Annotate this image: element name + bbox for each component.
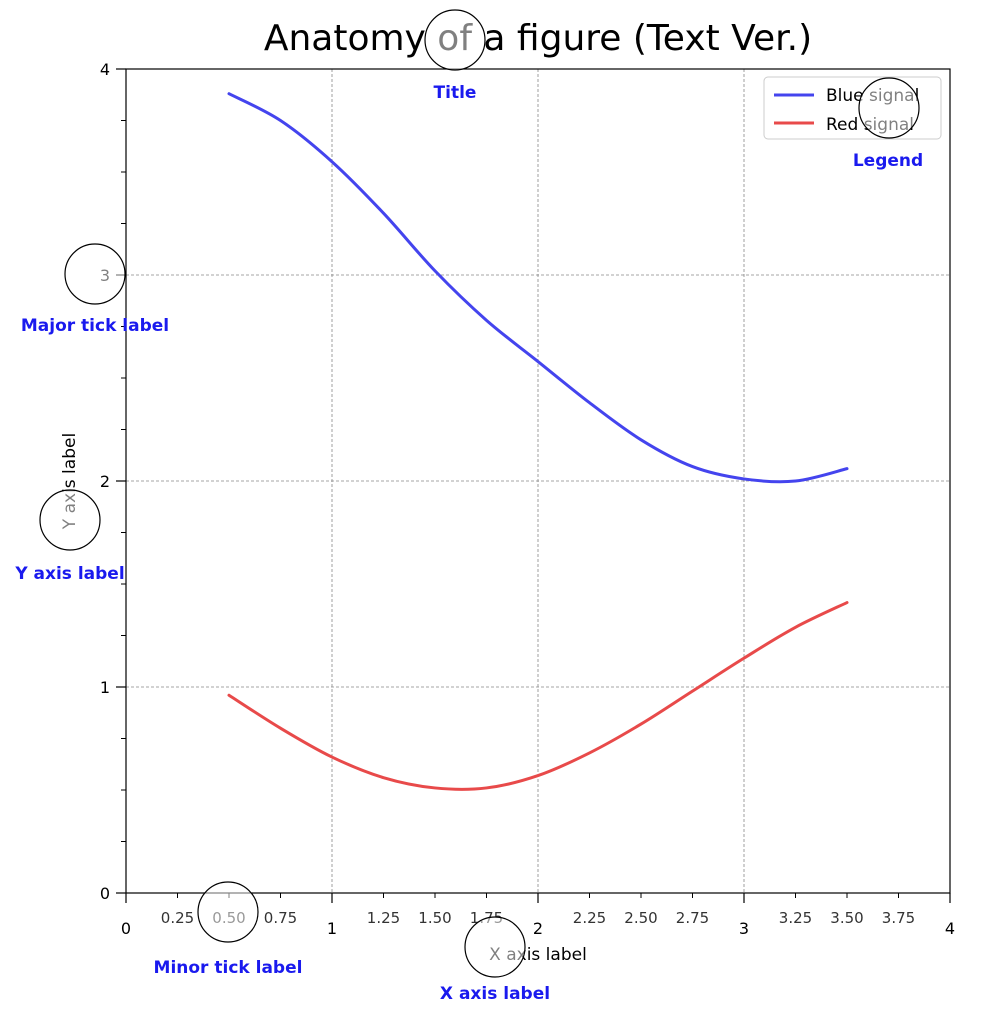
annotation-circles	[39, 9, 920, 978]
series-lines	[227, 92, 849, 791]
y-major-tick-label: 2	[100, 472, 110, 491]
x-major-tick-label: 4	[945, 919, 955, 938]
blue-signal-line	[227, 92, 849, 484]
y-major-tick-label: 4	[100, 60, 110, 79]
chart-title: Anatomy of a figure (Text Ver.)	[264, 18, 812, 59]
x-major-tick-label: 1	[327, 919, 337, 938]
axis-ticks: 012340.250.500.751.251.501.752.252.502.7…	[100, 60, 955, 938]
x-minor-tick-label: 3.25	[779, 909, 812, 927]
major-tick-annotation-label: Major tick label	[21, 316, 169, 336]
y-label-annotation-circle	[39, 489, 101, 551]
title-annotation-label: Title	[434, 83, 477, 103]
x-minor-tick-label: 2.25	[573, 909, 606, 927]
x-minor-tick-label: 1.25	[367, 909, 400, 927]
y-major-tick-label: 0	[100, 884, 110, 903]
x-minor-tick-label: 2.75	[676, 909, 709, 927]
minor-tick-annotation-circle	[197, 881, 259, 943]
legend-annotation-label: Legend	[853, 151, 923, 171]
x-minor-tick-label: 0.25	[161, 909, 194, 927]
red-signal-line	[227, 601, 849, 791]
x-minor-tick-label: 3.50	[830, 909, 863, 927]
y-label-annotation-label: Y axis label	[14, 564, 124, 584]
x-minor-tick-label: 0.75	[264, 909, 297, 927]
annotation-labels: Title Legend Major tick label Y axis lab…	[14, 83, 923, 1004]
minor-tick-annotation-label: Minor tick label	[154, 958, 303, 978]
x-minor-tick-label: 1.50	[418, 909, 451, 927]
legend-annotation-circle	[858, 77, 920, 139]
x-major-tick-label: 0	[121, 919, 131, 938]
y-major-tick-label: 1	[100, 678, 110, 697]
x-label-annotation-circle	[464, 916, 526, 978]
x-major-tick-label: 3	[739, 919, 749, 938]
major-tick-annotation-circle	[64, 243, 126, 305]
x-minor-tick-label: 3.75	[882, 909, 915, 927]
title-annotation-circle	[424, 9, 486, 71]
x-minor-tick-label: 2.50	[624, 909, 657, 927]
x-label-annotation-label: X axis label	[440, 984, 550, 1004]
grid-lines	[126, 69, 950, 893]
x-major-tick-label: 2	[533, 919, 543, 938]
